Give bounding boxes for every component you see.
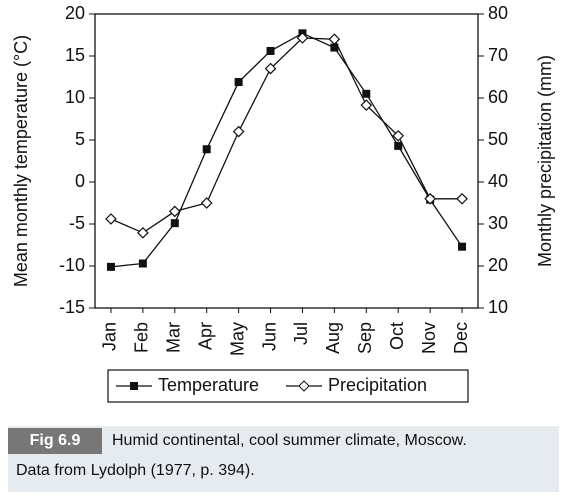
marker bbox=[296, 32, 309, 44]
x-tick-label: Jan bbox=[100, 322, 120, 351]
series-line bbox=[110, 37, 463, 234]
marker bbox=[458, 242, 467, 251]
y2-tick-label: 50 bbox=[488, 129, 508, 149]
x-tick-label: Oct bbox=[387, 322, 407, 350]
series-line bbox=[110, 32, 463, 268]
marker bbox=[362, 89, 371, 98]
legend-label: Precipitation bbox=[328, 375, 427, 395]
legend-label: Temperature bbox=[158, 375, 259, 395]
y2-tick-label: 40 bbox=[488, 171, 508, 191]
marker bbox=[232, 125, 245, 138]
x-tick-label: Nov bbox=[419, 322, 439, 354]
marker bbox=[137, 226, 149, 239]
y-tick-label: 20 bbox=[65, 3, 85, 23]
x-tick-label: Mar bbox=[164, 322, 184, 353]
x-tick-label: Feb bbox=[132, 322, 152, 353]
x-tick-label: Jun bbox=[259, 322, 279, 351]
plot-frame bbox=[94, 13, 479, 309]
marker bbox=[328, 33, 341, 46]
y2-tick-label: 80 bbox=[488, 3, 508, 23]
y-tick-label: 0 bbox=[75, 171, 85, 191]
legend-box bbox=[107, 369, 469, 403]
marker bbox=[394, 141, 403, 150]
marker bbox=[264, 62, 277, 75]
marker bbox=[170, 219, 179, 228]
y2-tick-label: 10 bbox=[488, 297, 508, 317]
legend-marker bbox=[298, 380, 310, 392]
y2-axis-label: Monthly precipitation (mm) bbox=[535, 55, 555, 267]
y2-tick-label: 30 bbox=[488, 213, 508, 233]
x-tick-label: Apr bbox=[195, 322, 215, 350]
y-tick-label: 15 bbox=[65, 45, 85, 65]
marker bbox=[234, 78, 243, 87]
x-tick-label: Dec bbox=[451, 322, 471, 354]
marker bbox=[330, 43, 339, 52]
legend-marker bbox=[130, 382, 138, 390]
y-tick-label: -10 bbox=[59, 255, 85, 275]
y-tick-label: 10 bbox=[65, 87, 85, 107]
chart: Mean monthly temperature (°C) Monthly pr… bbox=[11, 3, 555, 403]
marker bbox=[106, 262, 115, 271]
x-tick-label: Sep bbox=[355, 322, 375, 354]
y-tick-label: -5 bbox=[69, 213, 85, 233]
marker bbox=[266, 46, 275, 55]
y-tick-label: 5 bbox=[75, 129, 85, 149]
y2-tick-label: 60 bbox=[488, 87, 508, 107]
marker bbox=[105, 213, 117, 225]
marker bbox=[392, 129, 405, 142]
y-axis-label: Mean monthly temperature (°C) bbox=[11, 35, 31, 287]
marker bbox=[456, 192, 468, 205]
caption: Fig 6.9 Humid continental, cool summer c… bbox=[8, 426, 559, 492]
marker bbox=[424, 192, 436, 205]
caption-label: Fig 6.9 bbox=[8, 428, 102, 454]
marker bbox=[168, 205, 181, 218]
x-tick-label: Aug bbox=[323, 322, 343, 354]
x-tick-label: Jul bbox=[291, 322, 311, 345]
y-tick-label: -15 bbox=[59, 297, 85, 317]
caption-text: Data from Lydolph (1977, p. 394). bbox=[16, 462, 255, 479]
marker bbox=[360, 99, 373, 111]
y2-tick-label: 20 bbox=[488, 255, 508, 275]
y2-tick-label: 70 bbox=[488, 45, 508, 65]
marker bbox=[202, 145, 211, 154]
x-tick-label: May bbox=[227, 322, 247, 356]
caption-text: Humid continental, cool summer climate, … bbox=[112, 432, 467, 449]
marker bbox=[138, 259, 147, 268]
marker bbox=[200, 197, 213, 209]
